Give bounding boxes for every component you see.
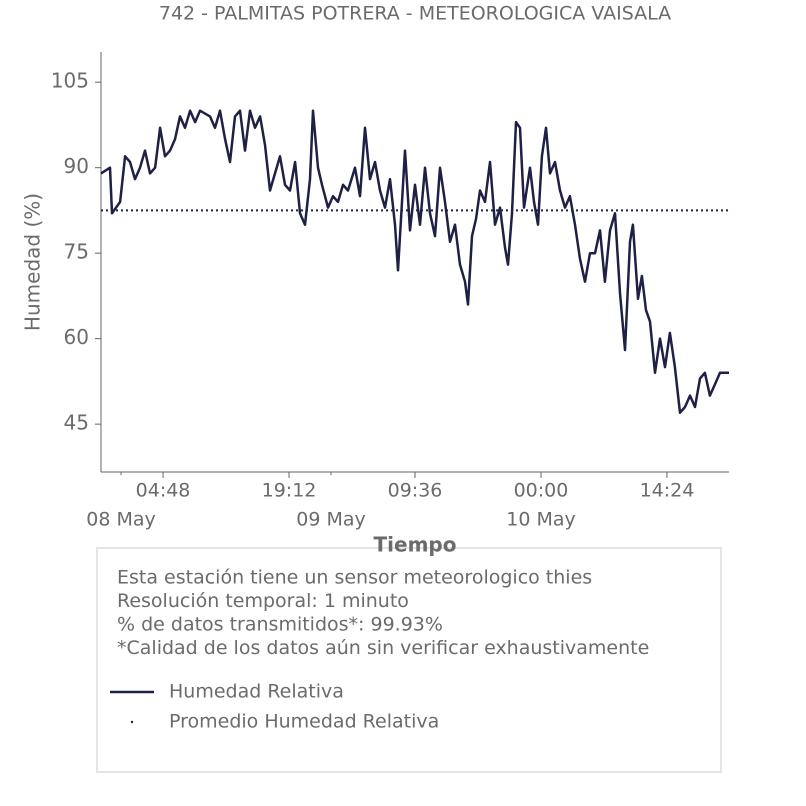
chart-title: 742 - PALMITAS POTRERA - METEOROLOGICA V… <box>159 3 671 25</box>
x-axis-label: Tiempo <box>374 533 457 557</box>
x-tick-label: 09:36 <box>388 480 443 502</box>
y-tick-label: 60 <box>64 325 89 349</box>
y-tick-label: 75 <box>64 240 89 264</box>
x-tick-label: 04:48 <box>136 480 191 502</box>
x-tick-label: 00:00 <box>514 480 569 502</box>
info-text: Resolución temporal: 1 minuto <box>117 590 409 612</box>
x-date-label: 09 May <box>296 509 366 531</box>
humidity-line <box>100 109 729 414</box>
legend-box <box>96 547 722 773</box>
info-text: Esta estación tiene un sensor meteorolog… <box>117 567 592 589</box>
y-tick-label: 45 <box>64 411 89 435</box>
legend-label: Humedad Relativa <box>169 681 344 703</box>
x-date-label: 08 May <box>86 509 156 531</box>
x-tick-label: 19:12 <box>262 480 317 502</box>
info-text: *Calidad de los datos aún sin verificar … <box>117 637 649 659</box>
x-date-label: 10 May <box>506 509 576 531</box>
x-tick-label: 14:24 <box>640 480 695 502</box>
y-tick-label: 105 <box>51 69 89 93</box>
y-tick-label: 90 <box>64 154 89 178</box>
legend-label: Promedio Humedad Relativa <box>169 711 439 733</box>
info-text: % de datos transmitidos*: 99.93% <box>117 614 443 636</box>
y-axis-label: Humedad (%) <box>21 193 45 331</box>
legend-dot <box>130 720 134 724</box>
